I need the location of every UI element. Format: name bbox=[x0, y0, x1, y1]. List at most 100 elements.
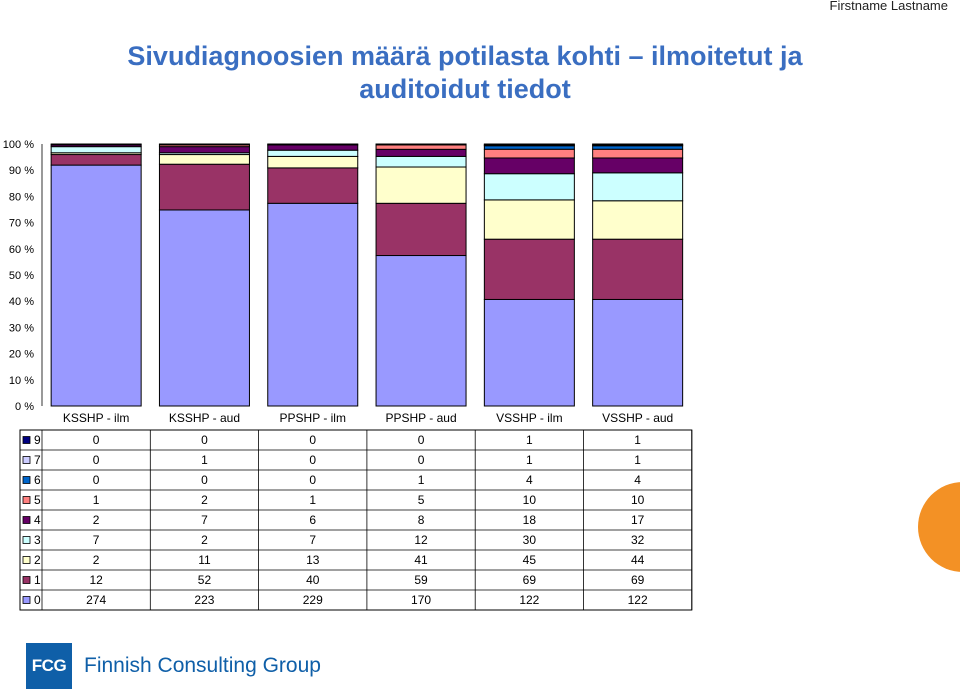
category-label: KSSHP - aud bbox=[169, 411, 240, 425]
bar-segment bbox=[50, 143, 142, 146]
table-value: 30 bbox=[523, 533, 537, 547]
bar-segment bbox=[375, 144, 467, 150]
table-value: 1 bbox=[93, 493, 100, 507]
table-value: 2 bbox=[93, 513, 100, 527]
y-tick-label: 10 % bbox=[9, 375, 34, 387]
table-value: 2 bbox=[93, 553, 100, 567]
title-line-2: auditoidut tiedot bbox=[359, 74, 571, 104]
table-value: 17 bbox=[631, 513, 645, 527]
table-value: 1 bbox=[201, 453, 208, 467]
table-value: 1 bbox=[634, 453, 641, 467]
table-value: 44 bbox=[631, 553, 645, 567]
category-label: PPSHP - ilm bbox=[280, 411, 346, 425]
table-value: 1 bbox=[309, 493, 316, 507]
y-tick-label: 0 % bbox=[15, 401, 34, 413]
table-value: 10 bbox=[523, 493, 537, 507]
bar-segment bbox=[592, 148, 684, 159]
y-tick-label: 20 % bbox=[9, 349, 34, 361]
legend-label: 3 bbox=[34, 533, 41, 547]
bar-segment bbox=[50, 154, 142, 166]
table-value: 1 bbox=[526, 453, 533, 467]
table-value: 12 bbox=[89, 573, 103, 587]
table-border bbox=[19, 429, 693, 611]
bar-segment bbox=[50, 146, 142, 154]
table-value: 7 bbox=[309, 533, 316, 547]
bar-segment bbox=[158, 143, 250, 146]
bar-segment bbox=[375, 155, 467, 168]
bar-segment bbox=[50, 164, 142, 407]
bar-segment bbox=[267, 144, 359, 151]
table-value: 2 bbox=[201, 493, 208, 507]
y-tick-label: 40 % bbox=[9, 296, 34, 308]
bar-segment bbox=[592, 238, 684, 300]
table-value: 0 bbox=[418, 453, 425, 467]
table-value: 122 bbox=[628, 593, 648, 607]
table-value: 7 bbox=[93, 533, 100, 547]
bar-segment bbox=[267, 143, 359, 146]
y-tick-label: 100 % bbox=[3, 139, 34, 151]
category-label: KSSHP - ilm bbox=[63, 411, 129, 425]
table-value: 18 bbox=[523, 513, 537, 527]
bar-segment bbox=[375, 148, 467, 157]
bar-segment bbox=[592, 200, 684, 240]
table-value: 10 bbox=[631, 493, 645, 507]
legend-key bbox=[22, 476, 31, 484]
table-value: 13 bbox=[306, 553, 320, 567]
table-value: 5 bbox=[418, 493, 425, 507]
table-value: 1 bbox=[634, 433, 641, 447]
table-value: 32 bbox=[631, 533, 645, 547]
table-value: 170 bbox=[411, 593, 431, 607]
title-line-1: Sivudiagnoosien määrä potilasta kohti – … bbox=[127, 41, 803, 71]
table-value: 59 bbox=[414, 573, 428, 587]
bar-segment bbox=[483, 238, 575, 300]
bar-segment bbox=[592, 172, 684, 202]
table-value: 12 bbox=[414, 533, 428, 547]
table-value: 274 bbox=[86, 593, 106, 607]
y-tick-label: 80 % bbox=[9, 191, 34, 203]
legend-label: 0 bbox=[34, 593, 41, 607]
table-value: 69 bbox=[631, 573, 645, 587]
legend-label: 1 bbox=[34, 573, 41, 587]
bar-segment bbox=[158, 154, 250, 165]
table-value: 52 bbox=[198, 573, 212, 587]
table-value: 4 bbox=[526, 473, 533, 487]
legend-key bbox=[22, 536, 31, 544]
table-value: 229 bbox=[303, 593, 323, 607]
table-value: 40 bbox=[306, 573, 320, 587]
table-value: 0 bbox=[93, 453, 100, 467]
legend-label: 7 bbox=[34, 453, 41, 467]
bar-segment bbox=[592, 145, 684, 150]
legend-label: 6 bbox=[34, 473, 41, 487]
legend-key bbox=[22, 596, 31, 604]
bar-segment bbox=[267, 167, 359, 204]
table-value: 0 bbox=[418, 433, 425, 447]
table-value: 0 bbox=[201, 473, 208, 487]
table-value: 223 bbox=[194, 593, 214, 607]
bar-segment bbox=[158, 163, 250, 211]
table-value: 41 bbox=[414, 553, 428, 567]
table-value: 0 bbox=[309, 453, 316, 467]
bar-segment bbox=[267, 202, 359, 407]
bar-segment bbox=[483, 199, 575, 240]
table-value: 1 bbox=[418, 473, 425, 487]
author-name: Firstname Lastname bbox=[829, 0, 949, 13]
bar-segment bbox=[483, 145, 575, 150]
bar-segment bbox=[483, 298, 575, 407]
legend-key bbox=[22, 456, 31, 464]
table-value: 6 bbox=[309, 513, 316, 527]
legend-label: 4 bbox=[34, 513, 41, 527]
company-name: Finnish Consulting Group bbox=[84, 654, 321, 677]
y-tick-label: 30 % bbox=[9, 322, 34, 334]
bar-segment bbox=[483, 148, 575, 159]
table-value: 45 bbox=[523, 553, 537, 567]
y-tick-label: 50 % bbox=[9, 270, 34, 282]
legend-key bbox=[22, 576, 31, 584]
slide-title: Sivudiagnoosien määrä potilasta kohti – … bbox=[0, 40, 930, 106]
legend-key bbox=[22, 496, 31, 504]
table-value: 0 bbox=[201, 433, 208, 447]
category-label: VSSHP - aud bbox=[602, 411, 673, 425]
bar-segment bbox=[267, 149, 359, 157]
legend-key bbox=[22, 516, 31, 524]
category-label: VSSHP - ilm bbox=[496, 411, 562, 425]
